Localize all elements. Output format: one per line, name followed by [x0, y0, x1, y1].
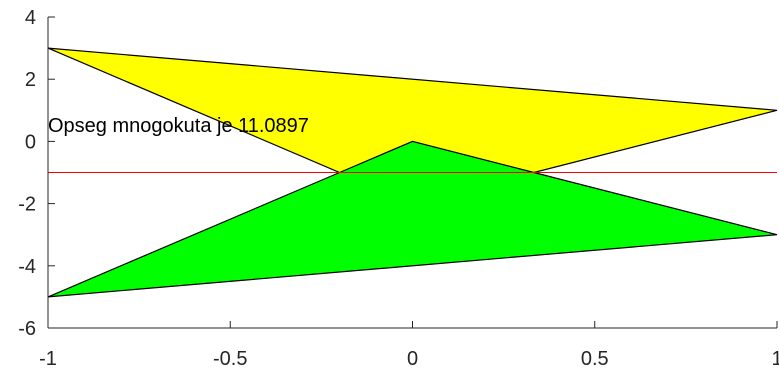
- x-tick-label: 0: [407, 348, 418, 370]
- y-tick-label: 2: [25, 69, 36, 91]
- x-tick-label: -0.5: [213, 348, 247, 370]
- annotation-layer: Opseg mnogokuta je 11.0897: [48, 115, 309, 137]
- x-tick-label: 0.5: [581, 348, 609, 370]
- polygons-layer: [47, 47, 778, 298]
- annotation-text: Opseg mnogokuta je 11.0897: [48, 115, 309, 137]
- y-tick-label: 0: [25, 131, 36, 153]
- x-tick-label: 1: [771, 348, 779, 370]
- y-tick-label: -4: [18, 256, 36, 278]
- y-tick-label: -2: [18, 194, 36, 216]
- axes-layer: -6 -4 -2 0 2 4 -1 -0.5 0 0.5 1: [18, 7, 779, 370]
- y-tick-label: -6: [18, 318, 36, 340]
- x-tick-label: -1: [39, 348, 57, 370]
- y-tick-label: 4: [25, 7, 36, 29]
- polygon-2: [47, 140, 778, 298]
